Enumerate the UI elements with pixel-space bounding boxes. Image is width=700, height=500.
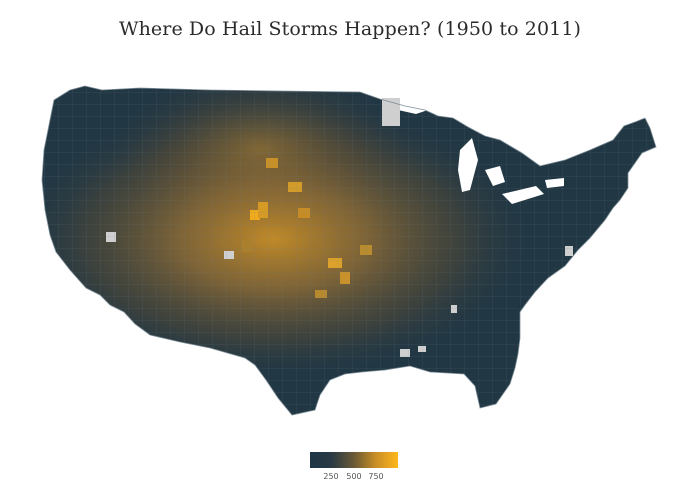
us-outline	[41, 85, 657, 416]
chart-title: Where Do Hail Storms Happen? (1950 to 20…	[118, 18, 582, 40]
lake-superior	[398, 98, 428, 114]
lake-huron	[485, 166, 505, 186]
colorbar: 250 500 750	[310, 452, 398, 481]
map-svg	[41, 85, 657, 416]
colorbar-gradient	[310, 452, 398, 468]
lake-michigan	[458, 138, 478, 192]
colorbar-tick: 500	[346, 472, 362, 481]
colorbar-tick: 250	[323, 472, 339, 481]
lake-erie	[502, 186, 544, 204]
colorbar-tick: 750	[368, 472, 384, 481]
missing-county	[382, 98, 400, 126]
lake-ontario	[545, 178, 564, 188]
us-county-map	[30, 80, 670, 425]
